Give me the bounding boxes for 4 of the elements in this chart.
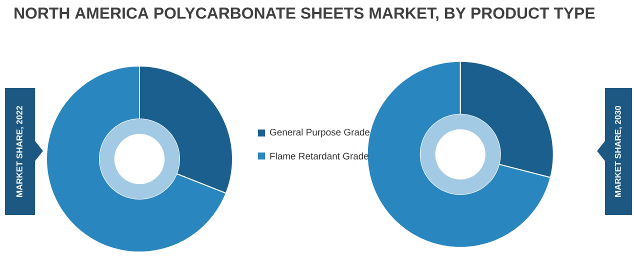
chart-title: NORTH AMERICA POLYCARBONATE SHEETS MARKET, BY PRODUCT TYPE [14,8,595,22]
legend-label: General Purpose Grade [270,128,370,138]
slice-label: MARKET SHARE, 2022 [16,106,24,197]
legend-label: MARKET SHARE, 2030 [614,106,622,197]
